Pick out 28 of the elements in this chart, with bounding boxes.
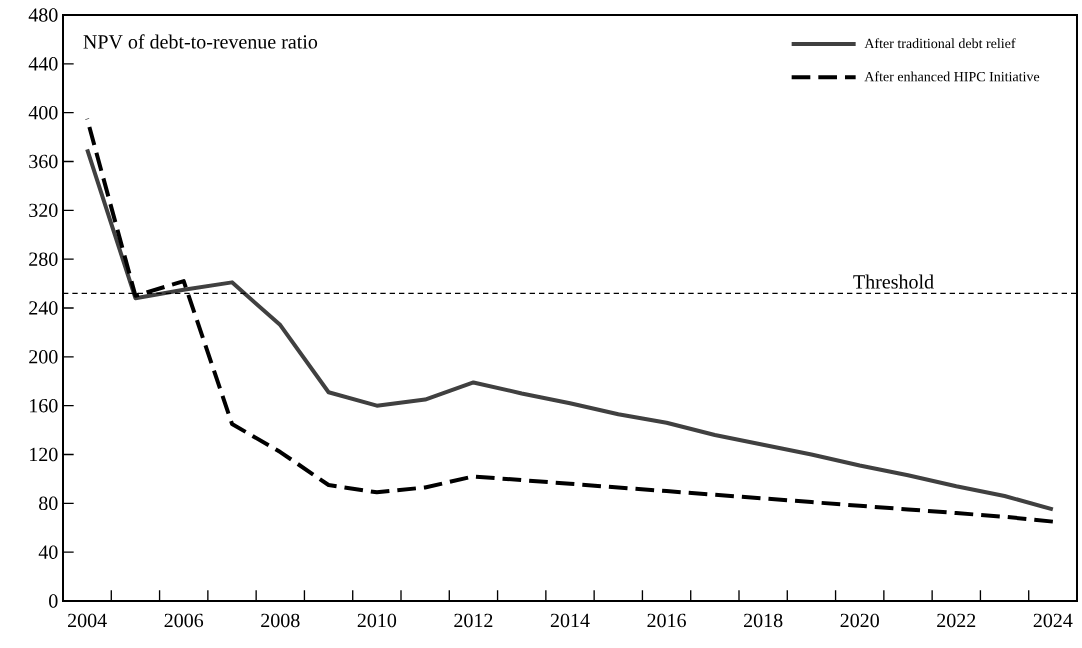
- x-tick-label: 2014: [550, 613, 590, 628]
- x-tick-label: 2010: [357, 613, 397, 628]
- y-tick-label: 160: [30, 398, 58, 413]
- x-tick-label: 2006: [164, 613, 204, 628]
- x-tick-label: 2020: [840, 613, 879, 628]
- y-tick-label: 440: [28, 57, 58, 71]
- y-tick-label: 0: [49, 594, 58, 608]
- y-tick-label: 400: [28, 105, 58, 120]
- x-tick-label: 2016: [647, 613, 686, 628]
- y-tick-label: 240: [29, 301, 58, 315]
- x-tick-label: 2004: [68, 613, 107, 628]
- ref-line-label: Threshold: [853, 274, 934, 289]
- y-tick-label: 80: [39, 496, 58, 511]
- y-tick-label: 280: [29, 252, 58, 266]
- y-tick-label: 360: [29, 154, 58, 169]
- y-tick-label: 200: [29, 350, 58, 364]
- x-tick-label: 2012: [454, 613, 493, 628]
- legend-label: After enhanced HIPC Initiative: [864, 71, 1040, 82]
- legend-label: After traditional debt relief: [864, 38, 1016, 49]
- y-tick-label: 40: [38, 545, 58, 559]
- x-tick-label: 2024: [1033, 613, 1073, 628]
- x-tick-label: 2022: [937, 613, 976, 628]
- y-tick-label: 120: [30, 447, 58, 462]
- x-tick-label: 2008: [261, 613, 300, 628]
- x-tick-label: 2018: [744, 613, 783, 628]
- y-tick-label: 320: [29, 203, 58, 218]
- y-tick-label: 480: [28, 8, 58, 22]
- text: NPV of debt-to-revenue ratio: [83, 34, 318, 49]
